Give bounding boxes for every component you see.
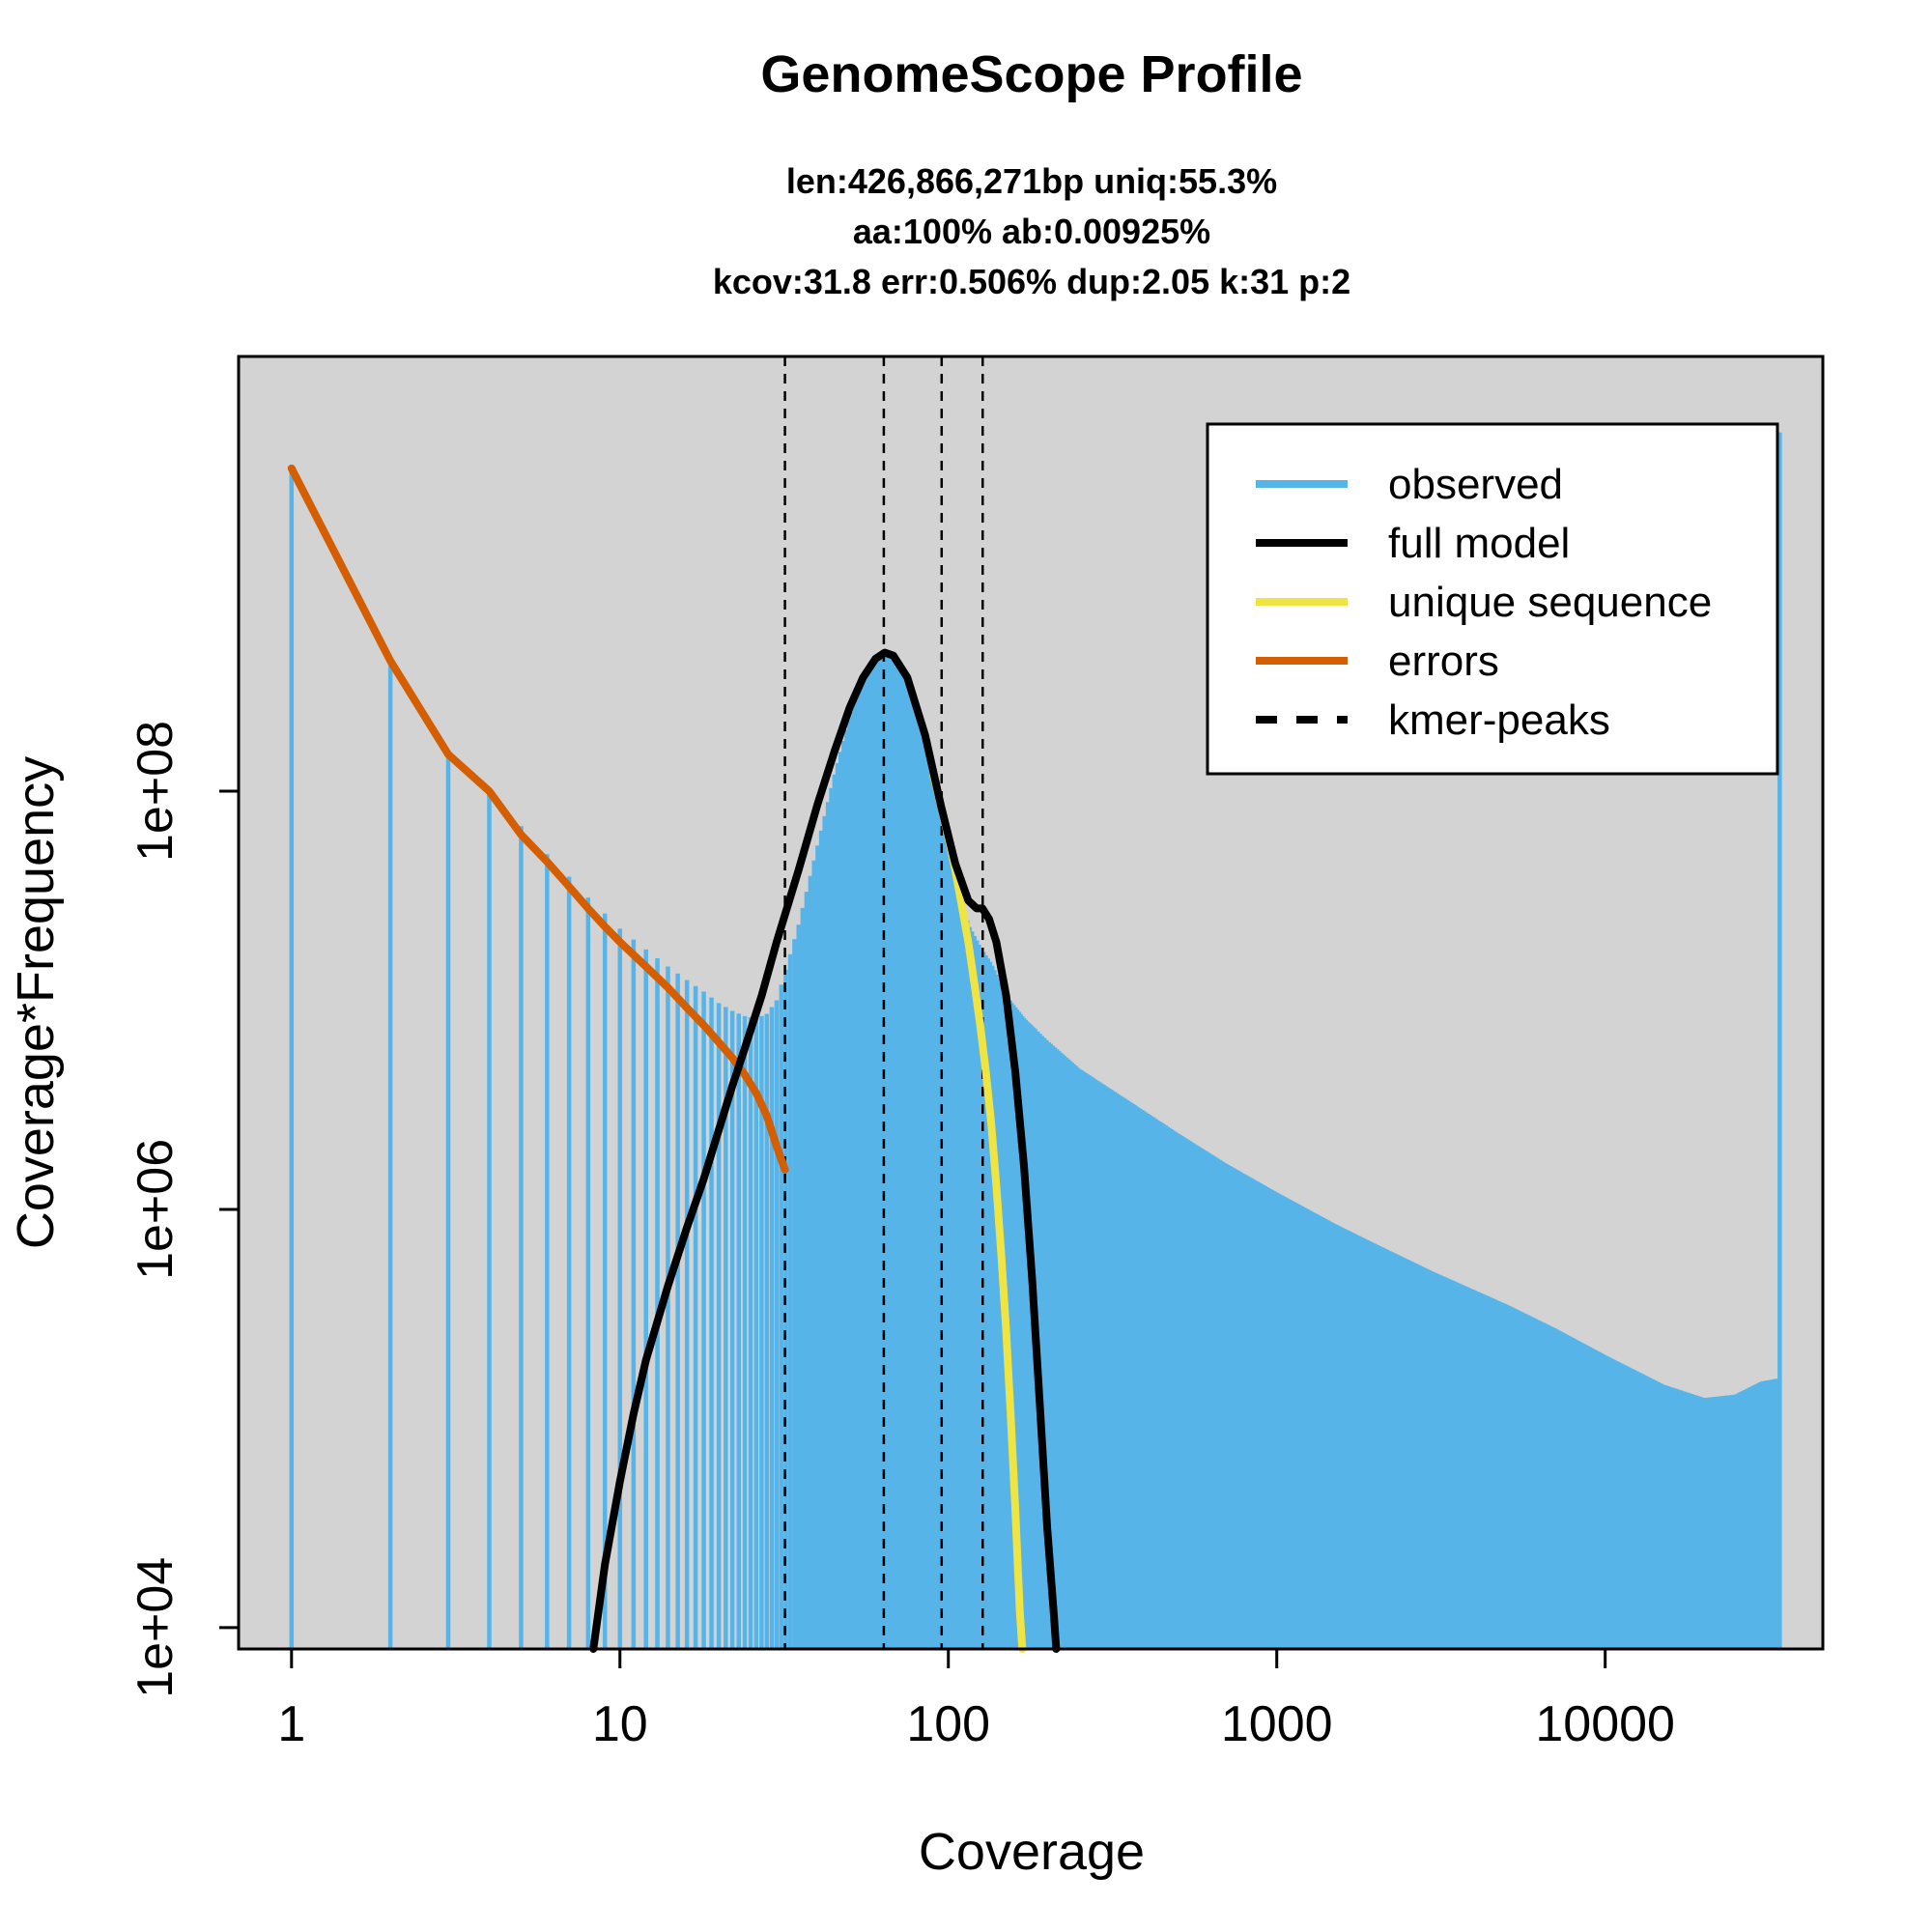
x-tick-label: 1000 bbox=[1221, 1696, 1333, 1752]
chart-subtitle-line-2: aa:100% ab:0.00925% bbox=[853, 212, 1210, 251]
chart-title: GenomeScope Profile bbox=[760, 45, 1302, 103]
errors-line bbox=[287, 464, 789, 1174]
chart-subtitle-line-3: kcov:31.8 err:0.506% dup:2.05 k:31 p:2 bbox=[713, 262, 1350, 301]
observed-histogram bbox=[289, 432, 1782, 1649]
x-tick-label: 10 bbox=[592, 1696, 648, 1752]
model-lines bbox=[287, 464, 1061, 1653]
x-axis: 1 10 100 1000 10000 bbox=[277, 1647, 1675, 1752]
full-model-line bbox=[589, 648, 1061, 1653]
legend-label: unique sequence bbox=[1388, 579, 1712, 626]
legend-label: observed bbox=[1388, 461, 1563, 508]
legend-label: errors bbox=[1388, 638, 1499, 685]
legend: observed full model unique sequence errors k… bbox=[1206, 422, 1779, 776]
y-tick-label: 1e+06 bbox=[128, 1139, 184, 1280]
y-tick-label: 1e+04 bbox=[128, 1557, 184, 1698]
y-axis: 1e+04 1e+06 1e+08 bbox=[128, 721, 241, 1698]
chart-subtitle-line-1: len:426,866,271bp uniq:55.3% bbox=[786, 161, 1277, 201]
x-tick-label: 1 bbox=[277, 1696, 305, 1752]
y-tick-label: 1e+08 bbox=[128, 721, 184, 862]
y-axis-label: Coverage*Frequency bbox=[7, 756, 65, 1249]
legend-label: kmer-peaks bbox=[1388, 696, 1610, 744]
x-tick-label: 100 bbox=[906, 1696, 990, 1752]
x-axis-label: Coverage bbox=[919, 1823, 1145, 1881]
legend-label: full model bbox=[1388, 520, 1570, 567]
kmer-peak-lines bbox=[783, 356, 984, 1649]
x-tick-label: 10000 bbox=[1535, 1696, 1675, 1752]
